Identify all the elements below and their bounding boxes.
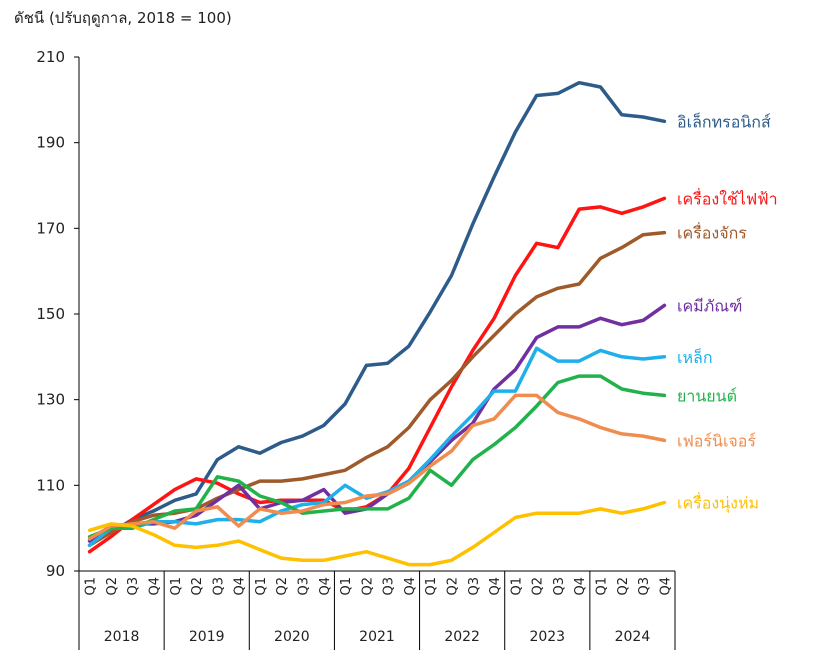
year-label: 2020 <box>274 629 310 645</box>
x-tick-label: Q2 <box>446 577 461 596</box>
x-tick-label: Q1 <box>509 577 524 596</box>
series-label: เครื่องนุ่งห่ม <box>677 491 759 513</box>
x-tick-label: Q4 <box>488 577 503 596</box>
y-tick-label: 130 <box>36 391 65 409</box>
x-tick-label: Q1 <box>84 577 99 596</box>
x-tick-label: Q2 <box>531 577 546 596</box>
series-line <box>87 500 667 567</box>
x-tick-label: Q2 <box>190 577 205 596</box>
x-tick-label: Q1 <box>169 577 184 596</box>
y-tick-label: 210 <box>36 48 65 66</box>
series-label: เฟอร์นิเจอร์ <box>677 431 756 450</box>
x-tick-label: Q3 <box>297 577 312 596</box>
x-tick-label: Q4 <box>573 577 588 596</box>
y-tick-label: 190 <box>36 134 65 152</box>
x-tick-label: Q2 <box>105 577 120 596</box>
x-tick-label: Q4 <box>403 577 418 596</box>
series-label: เครื่องจักร <box>677 222 747 243</box>
x-tick-label: Q4 <box>233 577 248 596</box>
series-label: อิเล็กทรอนิกส์ <box>677 111 771 131</box>
series-line <box>87 374 667 539</box>
x-tick-label: Q1 <box>254 577 269 596</box>
x-tick-label: Q3 <box>382 577 397 596</box>
x-tick-label: Q4 <box>658 577 673 596</box>
x-tick-label: Q3 <box>637 577 652 596</box>
series-label: เคมีภัณฑ์ <box>677 296 742 315</box>
y-tick-label: 90 <box>46 562 65 580</box>
x-tick-label: Q2 <box>616 577 631 596</box>
year-label: 2022 <box>444 629 480 645</box>
year-label: 2019 <box>189 629 225 645</box>
year-label: 2021 <box>359 629 395 645</box>
series-line <box>87 303 667 543</box>
x-tick-label: Q4 <box>318 577 333 596</box>
x-tick-label: Q1 <box>339 577 354 596</box>
x-tick-label: Q3 <box>126 577 141 596</box>
x-tick-label: Q3 <box>467 577 482 596</box>
x-tick-label: Q4 <box>148 577 163 596</box>
series-label: ยานยนต์ <box>677 386 737 405</box>
series-label: เครื่องใช้ไฟฟ้า <box>677 187 778 208</box>
series-label: เหล็ก <box>677 347 713 367</box>
y-axis-title: ดัชนี (ปรับฤดูกาล, 2018 = 100) <box>14 9 232 27</box>
x-tick-label: Q2 <box>360 577 375 596</box>
year-label: 2018 <box>104 629 140 645</box>
series-line <box>87 393 667 541</box>
x-tick-label: Q1 <box>595 577 610 596</box>
x-tick-label: Q3 <box>211 577 226 596</box>
year-label: 2023 <box>529 629 565 645</box>
y-tick-label: 150 <box>36 305 65 323</box>
x-tick-label: Q3 <box>552 577 567 596</box>
series-line <box>87 80 667 543</box>
x-tick-label: Q1 <box>424 577 439 596</box>
x-tick-label: Q2 <box>275 577 290 596</box>
y-tick-label: 170 <box>36 219 65 237</box>
year-label: 2024 <box>615 629 651 645</box>
y-tick-label: 110 <box>36 476 65 494</box>
